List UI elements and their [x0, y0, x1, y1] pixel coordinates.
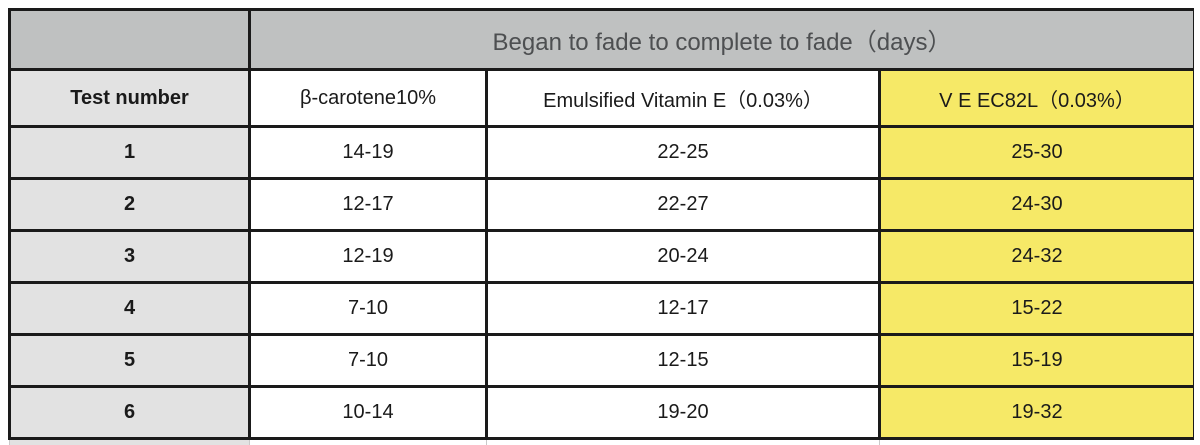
cell-beta-carotene: 12-19 — [248, 229, 488, 284]
table-row: 4 7-10 12-17 15-22 — [8, 281, 1194, 336]
table-row: 3 12-19 20-24 24-32 — [8, 229, 1194, 284]
title-band-row: Began to fade to complete to fade（days） — [8, 8, 1194, 71]
cell-emulsified-vitamin-e: 19-20 — [485, 385, 881, 440]
table-figure: Began to fade to complete to fade（days） … — [8, 8, 1194, 445]
cell-emulsified-vitamin-e: 12-15 — [485, 333, 881, 388]
cell-ve-ec82l: 15-19 — [878, 333, 1194, 388]
table-row: 2 12-17 22-27 24-30 — [8, 177, 1194, 232]
cell-ve-ec82l: 19-32 — [878, 385, 1194, 440]
cell-ve-ec82l: 15-22 — [878, 281, 1194, 336]
table-title: Began to fade to complete to fade（days） — [248, 8, 1194, 71]
cell-ve-ec82l: 25-30 — [878, 125, 1194, 180]
column-header-ve-ec82l: V E EC82L（0.03%） — [878, 68, 1194, 128]
cell-beta-carotene: 10-14 — [248, 385, 488, 440]
fade-days-table: Began to fade to complete to fade（days） … — [8, 8, 1194, 445]
cell-test-number: 4 — [8, 281, 251, 336]
cell-test-number: 6 — [8, 385, 251, 440]
cell-emulsified-vitamin-e: 20-24 — [485, 229, 881, 284]
cell-test-number — [9, 438, 250, 445]
cell-beta-carotene: 7-10 — [248, 281, 488, 336]
column-header-row: Test number β-carotene10% Emulsified Vit… — [8, 68, 1194, 128]
cell-test-number: 3 — [8, 229, 251, 284]
cell-emulsified-vitamin-e — [486, 438, 880, 445]
table-row: 6 10-14 19-20 19-32 — [8, 385, 1194, 440]
cell-beta-carotene: 12-17 — [248, 177, 488, 232]
cell-emulsified-vitamin-e: 22-27 — [485, 177, 881, 232]
cell-emulsified-vitamin-e: 22-25 — [485, 125, 881, 180]
cell-beta-carotene: 14-19 — [248, 125, 488, 180]
column-header-beta-carotene: β-carotene10% — [248, 68, 488, 128]
cell-ve-ec82l — [879, 438, 1194, 445]
cell-beta-carotene — [249, 438, 487, 445]
cell-test-number: 1 — [8, 125, 251, 180]
cell-emulsified-vitamin-e: 12-17 — [485, 281, 881, 336]
table-row: 5 7-10 12-15 15-19 — [8, 333, 1194, 388]
column-header-test-number: Test number — [8, 68, 251, 128]
cell-test-number: 5 — [8, 333, 251, 388]
column-header-emulsified-vitamin-e: Emulsified Vitamin E（0.03%） — [485, 68, 881, 128]
table-row: 1 14-19 22-25 25-30 — [8, 125, 1194, 180]
cell-test-number: 2 — [8, 177, 251, 232]
cropped-partial-row — [9, 438, 1194, 445]
cell-beta-carotene: 7-10 — [248, 333, 488, 388]
cell-ve-ec82l: 24-30 — [878, 177, 1194, 232]
corner-cell — [8, 8, 251, 71]
cell-ve-ec82l: 24-32 — [878, 229, 1194, 284]
